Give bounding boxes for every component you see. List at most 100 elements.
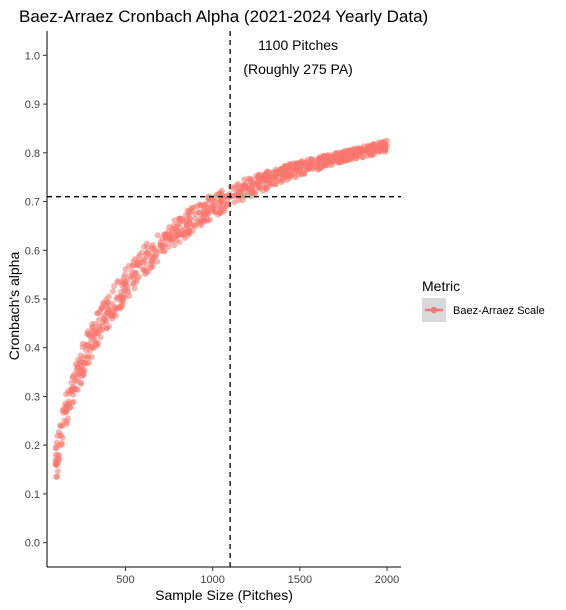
scatter-point: [184, 207, 191, 214]
scatter-point: [261, 176, 268, 182]
scatter-point: [111, 283, 118, 290]
scatter-point: [287, 173, 294, 179]
scatter-point: [379, 140, 386, 147]
scatter-point: [53, 445, 60, 452]
scatter-point: [68, 379, 75, 386]
scatter-point: [269, 180, 276, 187]
scatter-point: [161, 248, 168, 255]
y-tick-label: 0.2: [25, 440, 40, 452]
y-tick-label: 0.8: [25, 148, 40, 160]
scatter-point: [224, 201, 231, 208]
y-tick-label: 0.5: [25, 294, 40, 306]
scatter-point: [154, 232, 161, 239]
scatter-point: [265, 168, 272, 175]
scatter-point: [63, 403, 70, 409]
y-tick-label: 0.3: [25, 391, 40, 403]
scatter-point: [160, 242, 167, 249]
scatter-point: [105, 323, 112, 330]
scatter-point: [128, 268, 135, 275]
scatter-point: [129, 273, 136, 280]
scatter-point: [108, 313, 115, 319]
x-tick-label: 2000: [375, 574, 399, 586]
scatter-point: [217, 196, 224, 203]
scatter-point: [170, 222, 177, 229]
scatter-point: [241, 176, 248, 183]
scatter-point: [235, 197, 242, 204]
scatter-point: [290, 160, 297, 167]
scatter-point: [154, 258, 161, 265]
scatter-point: [283, 167, 290, 174]
scatter-point: [278, 167, 285, 174]
scatter-point: [124, 287, 131, 293]
scatter-point: [138, 249, 145, 256]
y-tick-label: 0.6: [25, 245, 40, 257]
scatter-point: [218, 187, 225, 194]
scatter-point: [201, 218, 208, 225]
scatter-point: [114, 279, 121, 286]
scatter-points: [52, 137, 390, 480]
scatter-point: [88, 354, 95, 361]
scatter-point: [98, 306, 105, 313]
scatter-point: [173, 237, 180, 244]
scatter-point: [120, 295, 126, 302]
scatter-point: [171, 217, 178, 224]
scatter-point: [237, 186, 244, 193]
scatter-point: [216, 209, 223, 216]
scatter-point: [255, 173, 262, 180]
scatter-point: [140, 256, 147, 263]
scatter-point: [69, 399, 76, 406]
y-axis-ticks: 0.0 0.1 0.2 0.3 0.4 0.5 0.6 0.7 0.8 0.9 1.0: [25, 50, 47, 550]
x-tick-label: 1500: [288, 574, 312, 586]
scatter-point: [94, 340, 101, 347]
scatter-point: [109, 288, 116, 295]
scatter-point: [192, 211, 199, 217]
scatter-point: [59, 434, 66, 441]
scatter-point: [198, 202, 205, 209]
scatter-point: [84, 328, 91, 335]
scatter-point: [63, 420, 70, 427]
scatter-point: [99, 326, 106, 333]
scatter-point: [58, 440, 65, 447]
scatter-point: [178, 217, 185, 224]
scatter-point: [52, 451, 59, 458]
scatter-point: [88, 343, 95, 350]
scatter-point: [102, 300, 109, 307]
scatter-point: [342, 147, 349, 154]
scatter-point: [149, 258, 155, 265]
scatter-point: [200, 212, 207, 219]
scatter-point: [255, 183, 262, 190]
scatter-point: [90, 328, 97, 335]
annotation-line-2: (Roughly 275 PA): [243, 61, 352, 77]
scatter-point: [143, 269, 150, 276]
y-tick-label: 0.7: [25, 197, 40, 209]
scatter-point: [57, 423, 64, 430]
scatter-point: [153, 250, 160, 257]
scatter-point: [324, 160, 331, 167]
scatter-point: [73, 378, 80, 385]
scatter-point: [372, 147, 379, 153]
scatter-point: [165, 243, 172, 250]
scatter-point: [148, 245, 155, 252]
scatter-point: [81, 359, 88, 366]
scatter-point: [75, 370, 82, 377]
scatter-point: [52, 461, 59, 468]
legend: Metric Baez-Arraez Scale: [422, 278, 545, 322]
scatter-point: [313, 164, 320, 171]
y-tick-label: 0.1: [25, 489, 40, 501]
legend-title: Metric: [422, 278, 460, 294]
scatter-point: [176, 229, 183, 236]
y-axis-title: Cronbach's alpha: [6, 252, 22, 361]
scatter-point: [100, 312, 107, 319]
scatter-point: [323, 152, 330, 159]
x-tick-label: 500: [116, 574, 134, 586]
scatter-point: [131, 285, 138, 292]
scatter-point: [307, 163, 314, 170]
scatter-point: [136, 262, 143, 269]
scatter-point: [55, 429, 62, 436]
y-tick-label: 0.9: [25, 99, 40, 111]
scatter-point: [302, 161, 309, 168]
scatter-point: [60, 409, 67, 416]
scatter-point: [88, 335, 95, 342]
scatter-point: [92, 321, 99, 327]
